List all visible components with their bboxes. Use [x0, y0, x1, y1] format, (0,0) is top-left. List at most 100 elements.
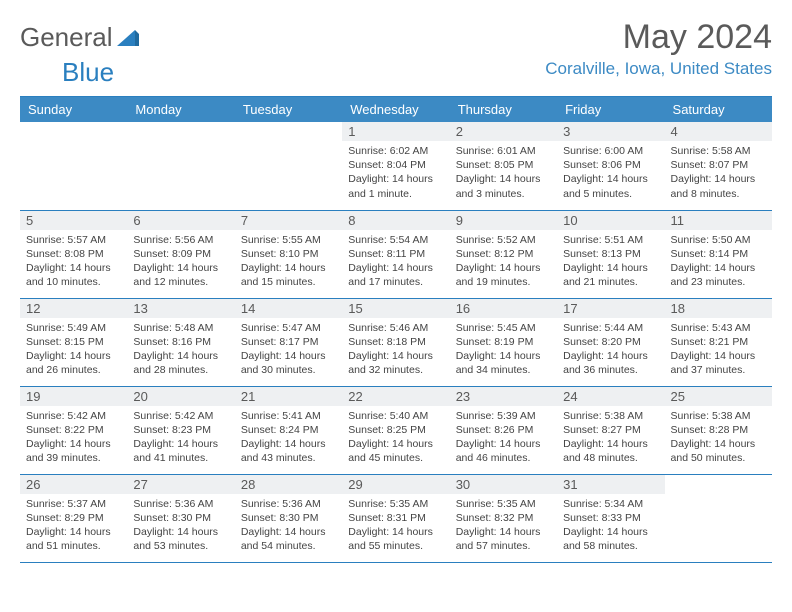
day-number: 23 — [450, 387, 557, 406]
title-block: May 2024 Coralville, Iowa, United States — [545, 18, 772, 79]
day-number: 19 — [20, 387, 127, 406]
empty-cell — [20, 122, 127, 210]
dayhead-row: SundayMondayTuesdayWednesdayThursdayFrid… — [20, 97, 772, 123]
day-number: 11 — [665, 211, 772, 230]
logo: General — [20, 18, 141, 53]
day-info: Sunrise: 5:41 AMSunset: 8:24 PMDaylight:… — [235, 406, 342, 472]
day-number: 26 — [20, 475, 127, 494]
day-cell: 28Sunrise: 5:36 AMSunset: 8:30 PMDayligh… — [235, 474, 342, 562]
dayhead-tuesday: Tuesday — [235, 97, 342, 123]
day-number: 24 — [557, 387, 664, 406]
day-info: Sunrise: 5:36 AMSunset: 8:30 PMDaylight:… — [127, 494, 234, 560]
day-info: Sunrise: 5:57 AMSunset: 8:08 PMDaylight:… — [20, 230, 127, 296]
day-info: Sunrise: 5:38 AMSunset: 8:27 PMDaylight:… — [557, 406, 664, 472]
day-info: Sunrise: 5:47 AMSunset: 8:17 PMDaylight:… — [235, 318, 342, 384]
day-number: 29 — [342, 475, 449, 494]
day-number: 27 — [127, 475, 234, 494]
week-row: 19Sunrise: 5:42 AMSunset: 8:22 PMDayligh… — [20, 386, 772, 474]
day-cell: 6Sunrise: 5:56 AMSunset: 8:09 PMDaylight… — [127, 210, 234, 298]
month-title: May 2024 — [545, 18, 772, 57]
day-cell: 9Sunrise: 5:52 AMSunset: 8:12 PMDaylight… — [450, 210, 557, 298]
day-cell: 8Sunrise: 5:54 AMSunset: 8:11 PMDaylight… — [342, 210, 449, 298]
day-number: 21 — [235, 387, 342, 406]
day-cell: 13Sunrise: 5:48 AMSunset: 8:16 PMDayligh… — [127, 298, 234, 386]
day-cell: 10Sunrise: 5:51 AMSunset: 8:13 PMDayligh… — [557, 210, 664, 298]
empty-cell — [235, 122, 342, 210]
day-info: Sunrise: 5:36 AMSunset: 8:30 PMDaylight:… — [235, 494, 342, 560]
day-cell: 25Sunrise: 5:38 AMSunset: 8:28 PMDayligh… — [665, 386, 772, 474]
day-number: 1 — [342, 122, 449, 141]
day-info: Sunrise: 5:35 AMSunset: 8:32 PMDaylight:… — [450, 494, 557, 560]
day-info: Sunrise: 5:45 AMSunset: 8:19 PMDaylight:… — [450, 318, 557, 384]
day-info: Sunrise: 5:49 AMSunset: 8:15 PMDaylight:… — [20, 318, 127, 384]
day-info: Sunrise: 5:51 AMSunset: 8:13 PMDaylight:… — [557, 230, 664, 296]
day-info: Sunrise: 5:54 AMSunset: 8:11 PMDaylight:… — [342, 230, 449, 296]
dayhead-saturday: Saturday — [665, 97, 772, 123]
day-cell: 3Sunrise: 6:00 AMSunset: 8:06 PMDaylight… — [557, 122, 664, 210]
dayhead-wednesday: Wednesday — [342, 97, 449, 123]
day-cell: 7Sunrise: 5:55 AMSunset: 8:10 PMDaylight… — [235, 210, 342, 298]
day-cell: 19Sunrise: 5:42 AMSunset: 8:22 PMDayligh… — [20, 386, 127, 474]
day-info: Sunrise: 5:52 AMSunset: 8:12 PMDaylight:… — [450, 230, 557, 296]
day-info: Sunrise: 6:02 AMSunset: 8:04 PMDaylight:… — [342, 141, 449, 207]
day-info: Sunrise: 5:42 AMSunset: 8:22 PMDaylight:… — [20, 406, 127, 472]
day-number: 25 — [665, 387, 772, 406]
day-cell: 4Sunrise: 5:58 AMSunset: 8:07 PMDaylight… — [665, 122, 772, 210]
day-number: 5 — [20, 211, 127, 230]
day-cell: 18Sunrise: 5:43 AMSunset: 8:21 PMDayligh… — [665, 298, 772, 386]
day-info: Sunrise: 5:50 AMSunset: 8:14 PMDaylight:… — [665, 230, 772, 296]
dayhead-monday: Monday — [127, 97, 234, 123]
day-cell: 11Sunrise: 5:50 AMSunset: 8:14 PMDayligh… — [665, 210, 772, 298]
dayhead-sunday: Sunday — [20, 97, 127, 123]
day-number: 18 — [665, 299, 772, 318]
calendar-body: 1Sunrise: 6:02 AMSunset: 8:04 PMDaylight… — [20, 122, 772, 562]
day-info: Sunrise: 5:42 AMSunset: 8:23 PMDaylight:… — [127, 406, 234, 472]
day-number: 14 — [235, 299, 342, 318]
day-cell: 24Sunrise: 5:38 AMSunset: 8:27 PMDayligh… — [557, 386, 664, 474]
week-row: 12Sunrise: 5:49 AMSunset: 8:15 PMDayligh… — [20, 298, 772, 386]
day-cell: 26Sunrise: 5:37 AMSunset: 8:29 PMDayligh… — [20, 474, 127, 562]
day-number: 2 — [450, 122, 557, 141]
day-info: Sunrise: 5:56 AMSunset: 8:09 PMDaylight:… — [127, 230, 234, 296]
week-row: 1Sunrise: 6:02 AMSunset: 8:04 PMDaylight… — [20, 122, 772, 210]
day-number: 4 — [665, 122, 772, 141]
day-cell: 12Sunrise: 5:49 AMSunset: 8:15 PMDayligh… — [20, 298, 127, 386]
day-cell: 17Sunrise: 5:44 AMSunset: 8:20 PMDayligh… — [557, 298, 664, 386]
calendar-table: SundayMondayTuesdayWednesdayThursdayFrid… — [20, 96, 772, 563]
day-cell: 21Sunrise: 5:41 AMSunset: 8:24 PMDayligh… — [235, 386, 342, 474]
day-number: 22 — [342, 387, 449, 406]
day-cell: 20Sunrise: 5:42 AMSunset: 8:23 PMDayligh… — [127, 386, 234, 474]
logo-text-1: General — [20, 22, 113, 53]
day-number: 12 — [20, 299, 127, 318]
day-number: 8 — [342, 211, 449, 230]
day-info: Sunrise: 5:58 AMSunset: 8:07 PMDaylight:… — [665, 141, 772, 207]
day-cell: 29Sunrise: 5:35 AMSunset: 8:31 PMDayligh… — [342, 474, 449, 562]
day-cell: 16Sunrise: 5:45 AMSunset: 8:19 PMDayligh… — [450, 298, 557, 386]
week-row: 5Sunrise: 5:57 AMSunset: 8:08 PMDaylight… — [20, 210, 772, 298]
day-number: 20 — [127, 387, 234, 406]
day-info: Sunrise: 6:01 AMSunset: 8:05 PMDaylight:… — [450, 141, 557, 207]
day-info: Sunrise: 5:40 AMSunset: 8:25 PMDaylight:… — [342, 406, 449, 472]
week-row: 26Sunrise: 5:37 AMSunset: 8:29 PMDayligh… — [20, 474, 772, 562]
day-cell: 22Sunrise: 5:40 AMSunset: 8:25 PMDayligh… — [342, 386, 449, 474]
logo-text-2: Blue — [62, 57, 114, 88]
day-info: Sunrise: 5:46 AMSunset: 8:18 PMDaylight:… — [342, 318, 449, 384]
day-number: 16 — [450, 299, 557, 318]
day-number: 9 — [450, 211, 557, 230]
day-cell: 2Sunrise: 6:01 AMSunset: 8:05 PMDaylight… — [450, 122, 557, 210]
day-number: 30 — [450, 475, 557, 494]
day-cell: 30Sunrise: 5:35 AMSunset: 8:32 PMDayligh… — [450, 474, 557, 562]
day-cell: 15Sunrise: 5:46 AMSunset: 8:18 PMDayligh… — [342, 298, 449, 386]
day-number: 17 — [557, 299, 664, 318]
empty-cell — [127, 122, 234, 210]
day-number: 7 — [235, 211, 342, 230]
dayhead-friday: Friday — [557, 97, 664, 123]
day-number: 31 — [557, 475, 664, 494]
day-info: Sunrise: 5:39 AMSunset: 8:26 PMDaylight:… — [450, 406, 557, 472]
day-cell: 27Sunrise: 5:36 AMSunset: 8:30 PMDayligh… — [127, 474, 234, 562]
day-info: Sunrise: 5:34 AMSunset: 8:33 PMDaylight:… — [557, 494, 664, 560]
empty-cell — [665, 474, 772, 562]
day-info: Sunrise: 5:43 AMSunset: 8:21 PMDaylight:… — [665, 318, 772, 384]
day-info: Sunrise: 5:48 AMSunset: 8:16 PMDaylight:… — [127, 318, 234, 384]
day-info: Sunrise: 5:44 AMSunset: 8:20 PMDaylight:… — [557, 318, 664, 384]
